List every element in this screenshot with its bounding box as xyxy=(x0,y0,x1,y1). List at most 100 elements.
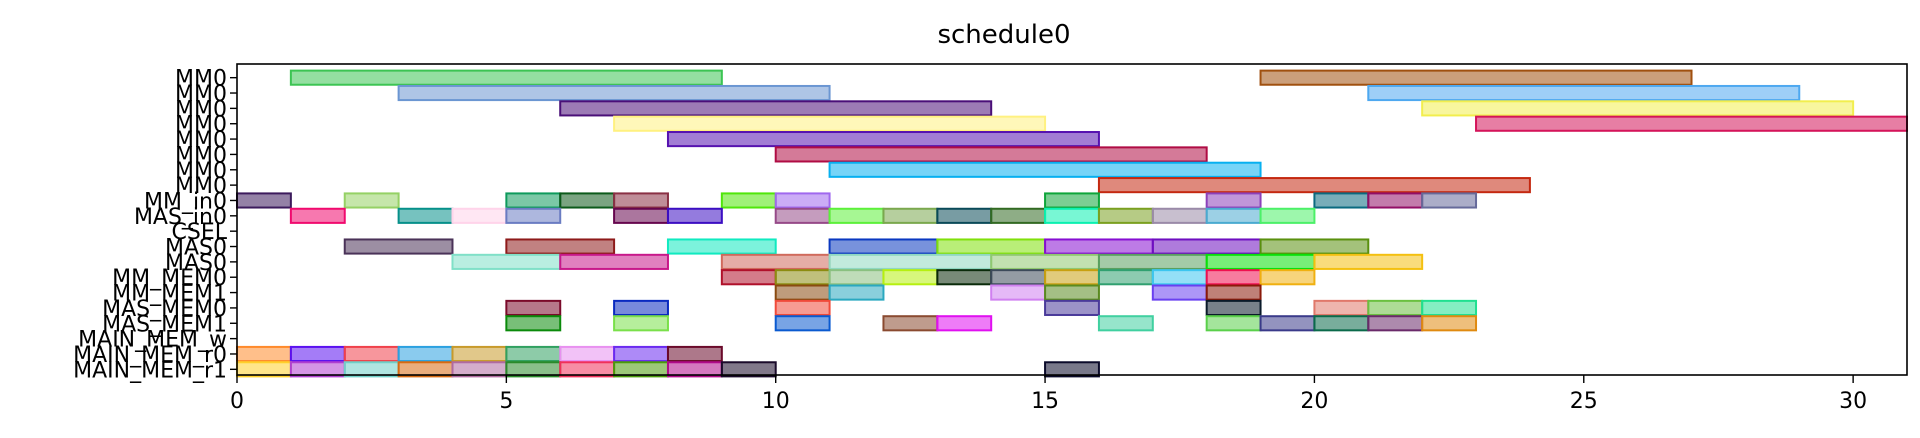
gantt-bar xyxy=(990,207,1047,224)
x-axis: 0 5 10 15 20 25 30 xyxy=(230,375,1867,414)
gantt-bar xyxy=(828,238,939,255)
gantt-bar xyxy=(828,161,1262,178)
bars-layer xyxy=(236,69,1908,378)
gantt-bar xyxy=(451,345,508,363)
chart-title: schedule0 xyxy=(937,20,1070,50)
gantt-bar xyxy=(613,115,1047,132)
gantt-bar xyxy=(1259,69,1693,86)
gantt-bar xyxy=(828,269,885,286)
y-tick-label: MM0 xyxy=(175,67,227,92)
y-tick-label: MM_MEM1 xyxy=(112,282,227,307)
gantt-bar xyxy=(451,207,508,224)
gantt-bar xyxy=(720,192,777,209)
gantt-bar xyxy=(289,207,346,224)
gantt-bar xyxy=(1313,315,1370,332)
gantt-bar xyxy=(343,345,400,363)
y-tick-label: MAIN_MEM_w xyxy=(78,328,227,353)
gantt-bar xyxy=(1044,192,1100,209)
gantt-bar xyxy=(1151,284,1208,301)
gantt-bar xyxy=(720,253,831,270)
gantt-bar xyxy=(828,284,885,301)
gantt-bar xyxy=(774,315,831,332)
gantt-bar xyxy=(236,192,292,209)
gantt-bar xyxy=(236,345,292,363)
gantt-bar xyxy=(613,345,669,363)
gantt-bar xyxy=(774,269,831,286)
gantt-bar xyxy=(774,299,831,316)
x-tick-label: 10 xyxy=(762,389,790,414)
gantt-bar xyxy=(505,315,562,332)
gantt-bar xyxy=(505,345,562,363)
gantt-bar xyxy=(1421,315,1478,332)
gantt-bar xyxy=(1044,284,1100,301)
gantt-bar xyxy=(613,299,669,316)
gantt-bar xyxy=(882,207,939,224)
x-tick-label: 20 xyxy=(1300,389,1328,414)
gantt-bar xyxy=(1097,207,1154,224)
y-tick-label: MM0 xyxy=(175,174,227,199)
x-tick-label: 5 xyxy=(499,389,513,414)
gantt-bar xyxy=(613,192,669,209)
gantt-bar xyxy=(1421,299,1478,316)
gantt-bar xyxy=(666,345,723,363)
y-tick-label: MAS0 xyxy=(165,251,227,276)
gantt-bar xyxy=(720,361,777,378)
gantt-bar xyxy=(936,269,993,286)
gantt-bar xyxy=(559,253,669,270)
gantt-bar xyxy=(990,269,1047,286)
x-tick-label: 25 xyxy=(1570,389,1598,414)
gantt-bar xyxy=(1205,284,1262,301)
gantt-bar xyxy=(505,238,616,255)
gantt-bar xyxy=(1097,253,1208,270)
gantt-bar xyxy=(1044,238,1154,255)
gantt-bar xyxy=(397,345,454,363)
gantt-bar xyxy=(666,238,777,255)
plot-frame xyxy=(236,63,1908,376)
gantt-bar xyxy=(882,315,939,332)
y-tick-label: MAS0 xyxy=(165,236,227,261)
gantt-bar xyxy=(559,100,993,117)
gantt-bar xyxy=(505,299,562,316)
gantt-bar xyxy=(289,69,723,86)
x-tick-label: 0 xyxy=(230,389,244,414)
y-tick-label: MM_in0 xyxy=(144,189,227,214)
gantt-bar xyxy=(397,207,454,224)
y-axis: MM0MM0MM0MM0MM0MM0MM0MM0MM_in0MAS_in0CSE… xyxy=(73,67,237,383)
gantt-bar xyxy=(828,253,993,270)
gantt-bar xyxy=(1259,269,1316,286)
y-tick-label: MM0 xyxy=(175,82,227,107)
y-tick-label: CSEL xyxy=(172,220,228,245)
gantt-bar xyxy=(1044,207,1100,224)
gantt-bar xyxy=(1151,269,1208,286)
y-tick-label: MM_MEM0 xyxy=(112,266,227,291)
gantt-bar xyxy=(1367,84,1801,102)
gantt-bar xyxy=(1151,207,1208,224)
y-tick-label: MAS_MEM0 xyxy=(102,297,227,322)
gantt-bar xyxy=(936,238,1047,255)
gantt-bar xyxy=(343,238,454,255)
gantt-bar xyxy=(613,315,669,332)
gantt-bar xyxy=(1151,238,1262,255)
gantt-bar xyxy=(1367,192,1424,209)
gantt-bar xyxy=(1205,315,1262,332)
y-tick-label: MM0 xyxy=(175,128,227,153)
gantt-bar xyxy=(1421,192,1478,209)
gantt-bar xyxy=(1044,361,1100,378)
gantt-bar xyxy=(559,345,616,363)
gantt-bar xyxy=(1097,315,1154,332)
gantt-bar xyxy=(774,192,831,209)
x-tick-label: 30 xyxy=(1839,389,1867,414)
gantt-bar xyxy=(1097,177,1531,194)
gantt-bar xyxy=(1259,315,1316,332)
gantt-bar xyxy=(1205,207,1262,224)
gantt-bar xyxy=(397,84,831,102)
gantt-bar xyxy=(882,269,939,286)
gantt-bar xyxy=(720,269,777,286)
y-tick-label: MAIN_MEM_r0 xyxy=(73,343,227,368)
gantt-bar xyxy=(990,284,1047,301)
gantt-bar xyxy=(936,315,993,332)
gantt-bar xyxy=(505,192,562,209)
gantt-bar xyxy=(1044,299,1100,316)
gantt-bar xyxy=(1313,253,1424,270)
